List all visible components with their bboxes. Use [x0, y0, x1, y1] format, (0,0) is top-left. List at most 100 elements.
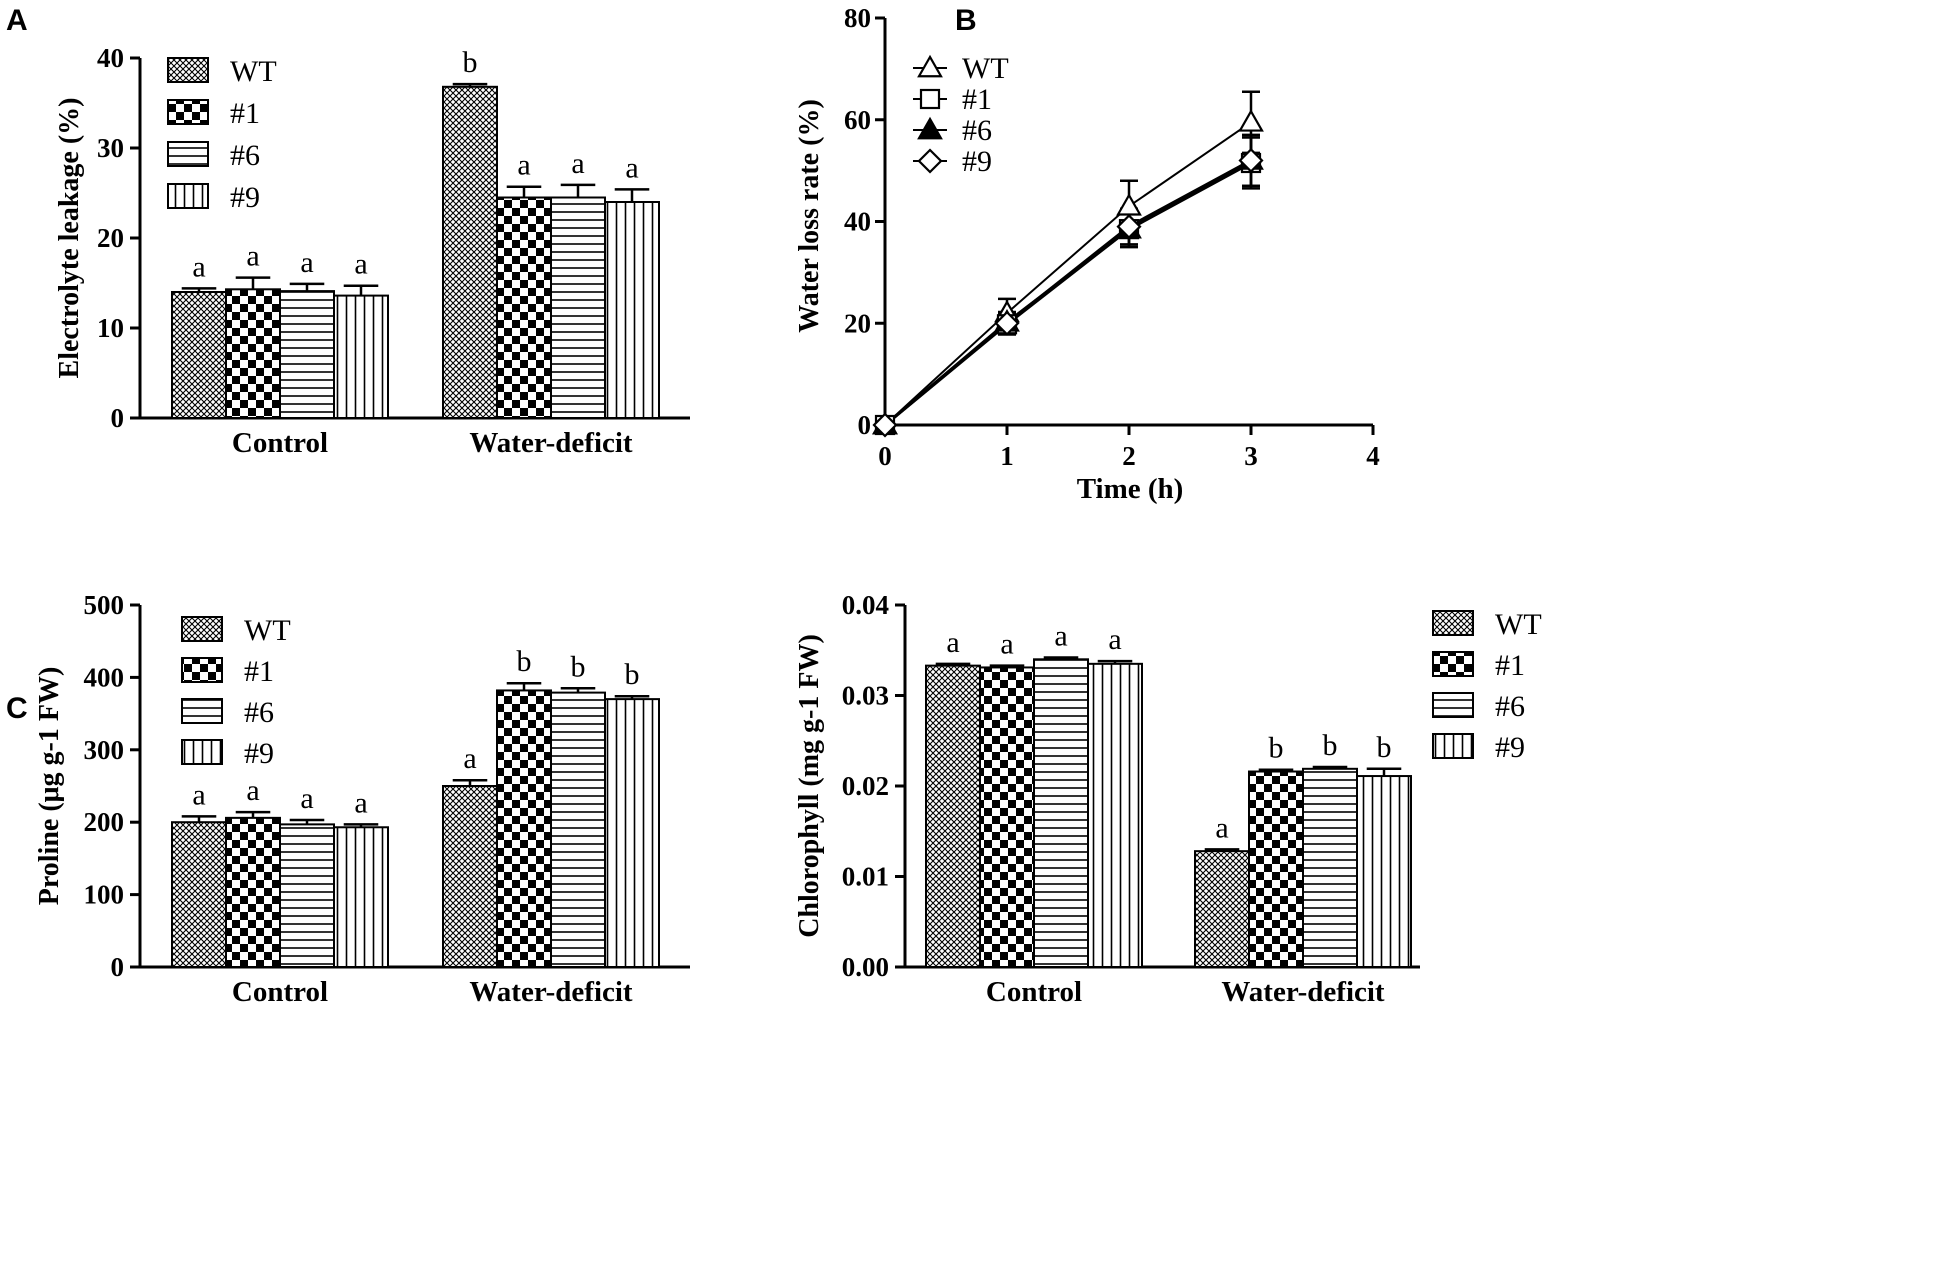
data-point-WT	[1116, 193, 1142, 216]
legend-swatch	[167, 57, 209, 83]
legend-label: #9	[244, 737, 274, 770]
significance-letter: a	[571, 147, 584, 180]
x-tick-label: 2	[1122, 441, 1136, 471]
data-point-line9	[1116, 214, 1142, 240]
data-point-line9	[1238, 147, 1264, 174]
group-label: Water-deficit	[469, 427, 633, 459]
significance-letter: b	[1323, 729, 1338, 762]
panel-letter-a: A	[6, 4, 28, 37]
bar-line9-0	[333, 294, 389, 420]
legend-marker	[917, 116, 943, 140]
significance-letter: b	[463, 46, 478, 79]
significance-letter: a	[946, 626, 959, 659]
y-tick-label: 30	[97, 133, 124, 163]
legend-marker	[919, 88, 941, 110]
bar-line6-0	[1033, 658, 1089, 968]
y-tick-label: 0.04	[842, 590, 889, 620]
bar-line6-1	[550, 196, 606, 419]
y-axis-label: Water loss rate (%)	[794, 99, 825, 333]
x-tick-label: 1	[1000, 441, 1014, 471]
data-point-line9	[872, 412, 898, 438]
y-tick-label: 10	[97, 313, 124, 343]
legend-swatch	[167, 183, 209, 209]
y-tick-label: 40	[97, 43, 124, 73]
data-point-line9	[994, 310, 1020, 336]
bar-line9-1	[604, 698, 660, 968]
bar-line9-0	[1087, 662, 1143, 968]
legend-label: #6	[1495, 690, 1525, 723]
bar-line1-0	[979, 666, 1035, 968]
bar-WT-1	[442, 85, 498, 420]
series-line-WT	[884, 121, 1252, 426]
group-label: Water-deficit	[469, 976, 633, 1008]
y-tick-label: 200	[84, 807, 125, 837]
bar-line9-1	[604, 201, 660, 419]
legend-marker	[917, 54, 943, 78]
bar-line1-1	[496, 196, 552, 419]
legend-label: #6	[962, 114, 992, 147]
significance-letter: b	[1269, 732, 1284, 765]
legend-swatch	[167, 99, 209, 125]
significance-letter: a	[1215, 811, 1228, 844]
panel-letter-b: B	[955, 4, 977, 37]
bar-line1-0	[225, 288, 281, 419]
legend-label: WT	[962, 52, 1009, 85]
significance-letter: a	[354, 248, 367, 281]
significance-letter: a	[1000, 628, 1013, 661]
legend-swatch	[181, 657, 223, 683]
bar-line9-0	[333, 826, 389, 968]
legend-swatch	[1432, 610, 1474, 636]
significance-letter: a	[246, 240, 259, 273]
y-tick-label: 20	[844, 308, 871, 338]
y-axis-label: Proline (μg g-1 FW)	[34, 667, 65, 906]
significance-letter: a	[625, 151, 638, 184]
y-tick-label: 0.00	[842, 952, 889, 982]
y-tick-label: 60	[844, 105, 871, 135]
group-label: Control	[232, 976, 328, 1008]
y-tick-label: 80	[844, 3, 871, 33]
legend-swatch	[1432, 733, 1474, 759]
series-line-line1	[884, 161, 1252, 427]
legend-swatch	[1432, 692, 1474, 718]
legend-label: WT	[244, 614, 291, 647]
legend-label: #1	[962, 83, 992, 116]
legend-swatch	[181, 739, 223, 765]
series-line-line6	[884, 159, 1252, 427]
y-tick-label: 20	[97, 223, 124, 253]
x-tick-label: 4	[1366, 441, 1380, 471]
bar-WT-1	[442, 785, 498, 968]
x-tick-label: 3	[1244, 441, 1258, 471]
significance-letter: a	[300, 246, 313, 279]
data-point-WT	[1238, 109, 1264, 132]
bar-WT-0	[171, 291, 227, 419]
y-axis-label: Electrolyte leakage (%)	[54, 98, 85, 379]
group-label: Water-deficit	[1221, 976, 1385, 1008]
legend-swatch	[167, 141, 209, 167]
bar-WT-0	[171, 821, 227, 969]
bar-line6-1	[550, 691, 606, 968]
legend-swatch	[1432, 651, 1474, 677]
y-tick-label: 0.03	[842, 681, 889, 711]
bar-line9-1	[1356, 775, 1412, 968]
bar-line6-0	[279, 290, 335, 420]
group-label: Control	[232, 427, 328, 459]
significance-letter: a	[1054, 619, 1067, 652]
legend-swatch	[181, 698, 223, 724]
panel-b-water-loss-rate: 0 20 40 60 80 0 1 2 3 4 Water loss rate (%) Time (h…	[794, 3, 1380, 505]
panel-letter-c: C	[6, 692, 28, 725]
x-axis-label: Time (h)	[1077, 473, 1184, 505]
legend-label: #6	[244, 696, 274, 729]
bar-line1-1	[496, 689, 552, 968]
y-tick-label: 400	[84, 662, 125, 692]
y-tick-label: 0	[111, 952, 125, 982]
legend-label: #6	[230, 139, 260, 172]
y-tick-label: 40	[844, 207, 871, 237]
y-tick-label: 100	[84, 880, 125, 910]
bar-line6-1	[1302, 767, 1358, 968]
y-tick-label: 300	[84, 735, 125, 765]
significance-letter: a	[246, 774, 259, 807]
panel-d-chlorophyll: 0.00 0.01 0.02 0.03 0.04 Chlorophyll (mg g-1 …	[794, 590, 1542, 1008]
significance-letter: a	[192, 250, 205, 283]
panel-a-electrolyte-leakage: 0 10 20 30 40 Electrolyte leakage (%) a a a a Cont…	[54, 43, 690, 459]
